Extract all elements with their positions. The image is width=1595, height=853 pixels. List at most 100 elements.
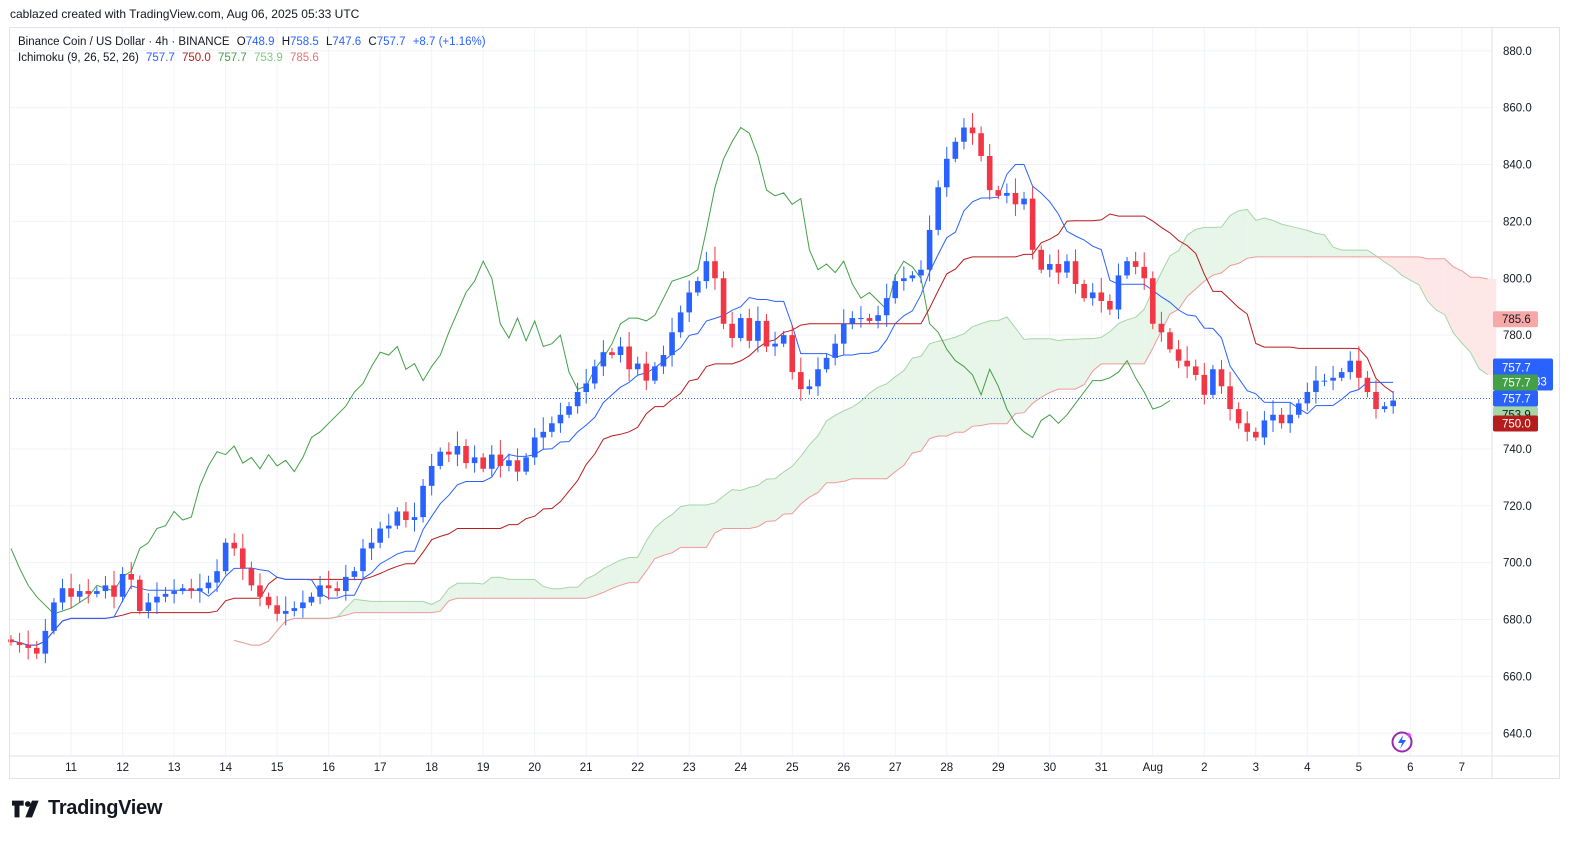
x-tick-label: 17 — [374, 762, 387, 774]
candle-body — [969, 127, 976, 134]
candle-body — [746, 318, 753, 341]
candle-body — [42, 630, 49, 654]
cloud-segment — [723, 489, 733, 529]
cloud-segment — [414, 601, 424, 613]
price-axis[interactable]: 640.0660.0680.0700.0720.0740.0760.0780.0… — [1503, 46, 1532, 741]
cloud-segment — [783, 466, 793, 515]
cloud-segment — [646, 528, 655, 572]
cloud-segment — [1410, 256, 1419, 285]
cloud-segment — [1298, 228, 1308, 257]
ichimoku-title[interactable]: Ichimoku (9, 26, 52, 26) — [18, 52, 139, 64]
cloud-segment — [835, 410, 844, 483]
x-tick-label: 28 — [940, 762, 953, 774]
cloud-segment — [620, 557, 630, 586]
cloud-segment — [1264, 217, 1273, 257]
y-tick-label: 860.0 — [1503, 103, 1532, 115]
candle-body — [609, 352, 615, 356]
time-axis[interactable]: 11 12 13 14 15 16 17 18 19 20 21 22 23 24 25 26 27 28 29 30… — [65, 762, 1465, 774]
x-tick-label: 18 — [425, 762, 438, 774]
ichimoku-lead-b-value: 785.6 — [289, 52, 319, 64]
cloud-segment — [1127, 317, 1136, 364]
x-tick-label: 14 — [219, 762, 232, 774]
cloud-segment — [543, 586, 552, 599]
candle-body — [737, 318, 744, 338]
cloud-segment — [1470, 277, 1480, 369]
cloud-segment — [388, 601, 398, 613]
legend: Binance Coin / US Dollar · 4h · BINANCE … — [18, 34, 490, 66]
candle-body — [145, 602, 152, 611]
cloud-segment — [362, 600, 372, 613]
candle-body — [76, 591, 83, 597]
cloud-segment — [912, 356, 922, 453]
candle-body — [789, 335, 796, 373]
candle-body — [188, 588, 195, 592]
candle-body — [1098, 292, 1105, 301]
tradingview-logo[interactable]: TradingView — [12, 797, 162, 820]
cloud-segment — [1212, 227, 1222, 276]
lagging-span-line — [10, 126, 1171, 615]
cloud-segment — [1238, 209, 1248, 264]
x-tick-label: 5 — [1356, 762, 1362, 774]
ichimoku-cloud — [234, 209, 1497, 646]
y-tick-label: 840.0 — [1503, 160, 1532, 172]
candle-body — [1167, 332, 1173, 350]
ichimoku-base-value: 750.0 — [182, 52, 211, 64]
x-tick-label: 31 — [1095, 762, 1108, 774]
candle-body — [1064, 261, 1070, 273]
candle-body — [780, 335, 787, 344]
candle-body — [94, 591, 100, 594]
x-tick-label: 11 — [65, 762, 77, 774]
x-tick-label: 4 — [1304, 762, 1311, 774]
cloud-segment — [1461, 270, 1471, 353]
cloud-segment — [963, 326, 973, 433]
candle-body — [1089, 292, 1096, 299]
candle-body — [1046, 264, 1053, 270]
x-tick-label: 2 — [1201, 762, 1207, 774]
candle-body — [154, 596, 160, 603]
candle-body — [1278, 414, 1285, 424]
symbol-title[interactable]: Binance Coin / US Dollar · 4h · BINANCE — [18, 36, 230, 48]
candle-body — [832, 343, 838, 358]
candle-body — [660, 355, 667, 367]
cloud-segment — [1178, 235, 1188, 310]
candle-body — [205, 582, 212, 589]
candle-body — [823, 357, 830, 370]
candle-body — [1330, 377, 1336, 381]
price-change: +8.7 (+1.16%) — [412, 36, 486, 48]
cloud-segment — [611, 560, 621, 589]
candle-body — [1141, 266, 1148, 279]
cloud-segment — [1315, 233, 1325, 257]
candle-body — [1175, 349, 1182, 361]
candle-body — [995, 190, 1002, 196]
candle-body — [1356, 360, 1362, 378]
candle-body — [849, 318, 856, 324]
candle-body — [248, 568, 255, 586]
cloud-segment — [869, 387, 879, 479]
y-tick-label: 680.0 — [1503, 615, 1532, 627]
candle-body — [471, 457, 478, 464]
candle-body — [986, 155, 993, 191]
assistant-sparkle-icon[interactable] — [1389, 729, 1415, 755]
candle-body — [59, 588, 66, 603]
cloud-segment — [1230, 210, 1239, 266]
cloud-segment — [534, 579, 544, 599]
cloud-segment — [886, 376, 896, 479]
candle-body — [1201, 374, 1208, 395]
cloud-segment — [1032, 338, 1042, 404]
candle-body — [729, 323, 735, 338]
candle-body — [617, 346, 624, 356]
candle-body — [901, 278, 907, 282]
candle-body — [308, 596, 315, 603]
cloud-segment — [586, 574, 595, 599]
candle-body — [549, 423, 555, 432]
candle-body — [677, 312, 684, 333]
candle-body — [463, 446, 469, 464]
candle-body — [33, 647, 40, 654]
cloud-segment — [560, 587, 570, 599]
ichimoku-lines — [10, 126, 1492, 646]
candle-body — [978, 133, 984, 156]
cloud-segment — [680, 505, 690, 548]
leading-span-b-line — [234, 256, 1488, 646]
candle-body — [428, 465, 435, 486]
